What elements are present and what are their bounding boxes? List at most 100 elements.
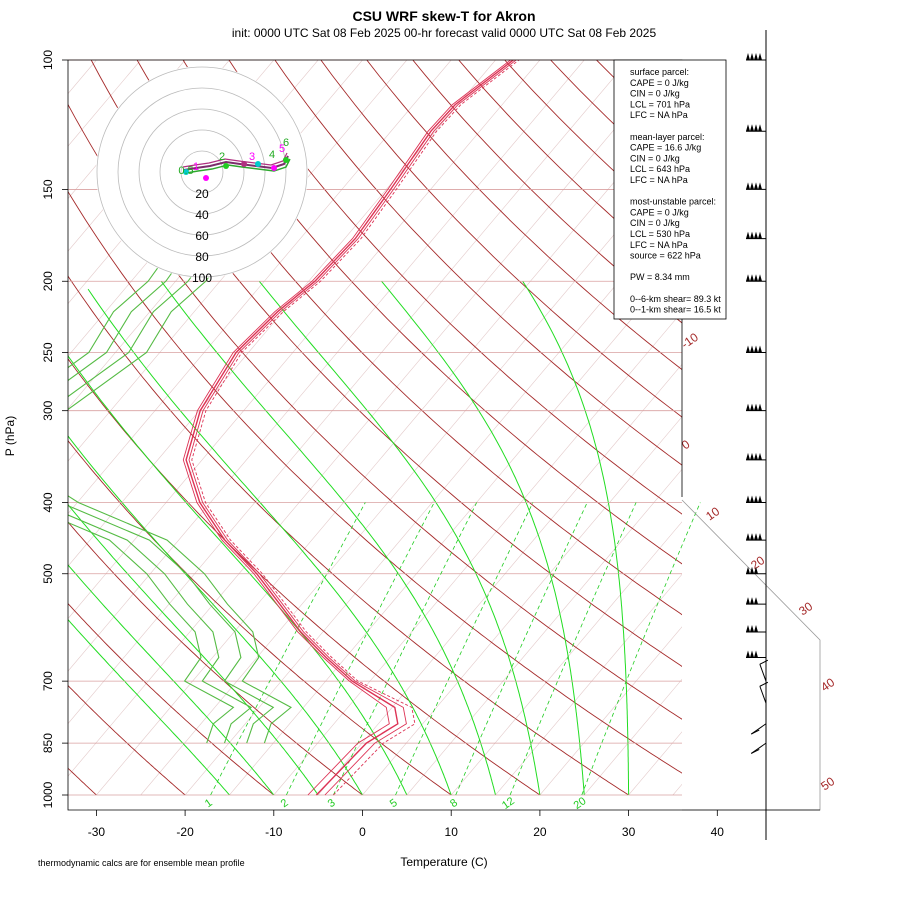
x-tick-label: -20	[176, 825, 194, 839]
hodograph-height-label: 6	[283, 137, 289, 149]
hodograph-marker	[241, 161, 247, 167]
moist-adiabat	[381, 280, 585, 795]
dry-adiabat	[136, 60, 682, 616]
info-line: CIN = 0 J/kg	[630, 89, 680, 99]
hodograph-height-label: 2	[219, 151, 225, 163]
isotherm-line	[68, 60, 541, 620]
moist-adiabat	[68, 435, 363, 795]
mixing-ratio-label: 8	[448, 797, 460, 810]
isotherm-label: 40	[818, 675, 837, 694]
wind-barb	[746, 624, 766, 633]
y-tick-label: 850	[41, 733, 55, 753]
isotherm-line	[273, 311, 682, 795]
dry-adiabat	[68, 103, 682, 720]
y-tick-label: 150	[41, 179, 55, 199]
mixing-ratio-label: 20	[572, 795, 589, 812]
hodograph-trace	[183, 155, 289, 171]
info-line: 0--6-km shear= 89.3 kt	[630, 294, 721, 304]
info-line: LFC = NA hPa	[630, 175, 688, 185]
isotherm-line	[184, 206, 682, 795]
wind-barb	[746, 231, 766, 240]
hodograph-height-label: 4	[269, 149, 275, 161]
dry-adiabat	[274, 60, 682, 466]
isotherm-line	[68, 60, 585, 672]
info-line: LCL = 530 hPa	[630, 229, 690, 239]
mixing-ratio-label: 5	[388, 797, 400, 810]
wind-barb	[750, 742, 767, 754]
x-tick-label: 10	[445, 825, 459, 839]
profiles-clip	[68, 60, 520, 796]
info-line: CIN = 0 J/kg	[630, 218, 680, 228]
mixing-ratio-label: 3	[326, 797, 338, 810]
y-tick-label: 100	[41, 50, 55, 70]
wind-barb	[746, 597, 766, 605]
hodograph-ring	[180, 150, 224, 194]
info-line: surface parcel:	[630, 67, 689, 77]
isotherm-line	[362, 416, 682, 795]
dry-adiabat	[182, 60, 682, 565]
hodograph-ring	[96, 66, 308, 278]
hodograph-marker	[283, 157, 289, 163]
y-tick-label: 300	[41, 400, 55, 420]
info-line: most-unstable parcel:	[630, 197, 716, 207]
dry-adiabat	[68, 521, 364, 795]
dry-adiabat	[228, 60, 682, 515]
hodograph-height-label: 5	[279, 143, 285, 155]
moist-adiabat	[68, 564, 275, 795]
isotherm-line	[68, 60, 629, 725]
isotherm-line	[68, 60, 674, 777]
mixing-ratio-label: 1	[203, 797, 215, 810]
dry-adiabat	[68, 602, 275, 795]
wind-barb	[759, 659, 769, 682]
mixing-ratio-label: 2	[279, 797, 291, 810]
isotherm-line	[495, 573, 682, 795]
info-line: mean-layer parcel:	[630, 132, 705, 142]
hodograph: 20 40 60 80 100 0.5 1 2 3 4 56	[96, 66, 308, 285]
dry-adiabat	[90, 60, 682, 667]
moist-adiabat	[68, 355, 408, 795]
y-tick-label: 1000	[41, 781, 55, 808]
y-tick-label: 400	[41, 492, 55, 512]
info-line: LCL = 643 hPa	[630, 164, 690, 174]
x-tick-label: 20	[533, 825, 547, 839]
hodograph-height-label: 1	[193, 161, 199, 173]
mixing-ratio-lines: 1 2 3 5 8 12 20	[203, 502, 701, 812]
wind-barb	[746, 345, 766, 353]
wind-barbs	[746, 30, 769, 840]
x-tick-label: 40	[711, 825, 725, 839]
info-line: LFC = NA hPa	[630, 240, 688, 250]
isotherm-line	[68, 60, 452, 515]
isotherm-label: 10	[703, 504, 722, 523]
hodograph-height-label: 3	[249, 151, 255, 163]
mixing-ratio-line	[581, 502, 701, 796]
mixing-ratio-line	[395, 502, 534, 796]
chart-subtitle: init: 0000 UTC Sat 08 Feb 2025 00-hr for…	[232, 26, 657, 40]
mixing-ratio-line	[509, 502, 637, 796]
hodograph-marker	[203, 175, 209, 181]
moist-adiabat	[87, 288, 452, 795]
hodograph-ring	[138, 108, 266, 236]
wind-barb	[746, 566, 766, 575]
moist-adiabat	[160, 281, 496, 795]
hodograph-ring-label: 100	[192, 271, 212, 285]
info-line: 0--1-km shear= 16.5 kt	[630, 305, 721, 315]
mixing-ratio-line	[286, 502, 435, 796]
hodograph-ring-label: 60	[195, 229, 209, 243]
info-line: PW = 8.34 mm	[630, 272, 690, 282]
dewpoint-line	[68, 189, 253, 744]
moist-adiabat	[68, 618, 230, 795]
mixing-ratio-line	[210, 502, 366, 796]
hodograph-ring-label: 40	[195, 208, 209, 222]
isotherm-label: 30	[796, 599, 815, 618]
wind-barb	[746, 452, 766, 461]
y-tick-label: 700	[41, 671, 55, 691]
sounding-profiles	[68, 60, 520, 796]
dry-adiabat	[68, 190, 682, 774]
isotherm-label: 20	[748, 553, 767, 572]
isotherm-line	[539, 626, 682, 795]
wind-barb	[759, 681, 769, 704]
mixing-ratio-label: 12	[500, 795, 517, 812]
dry-adiabat	[68, 684, 186, 795]
